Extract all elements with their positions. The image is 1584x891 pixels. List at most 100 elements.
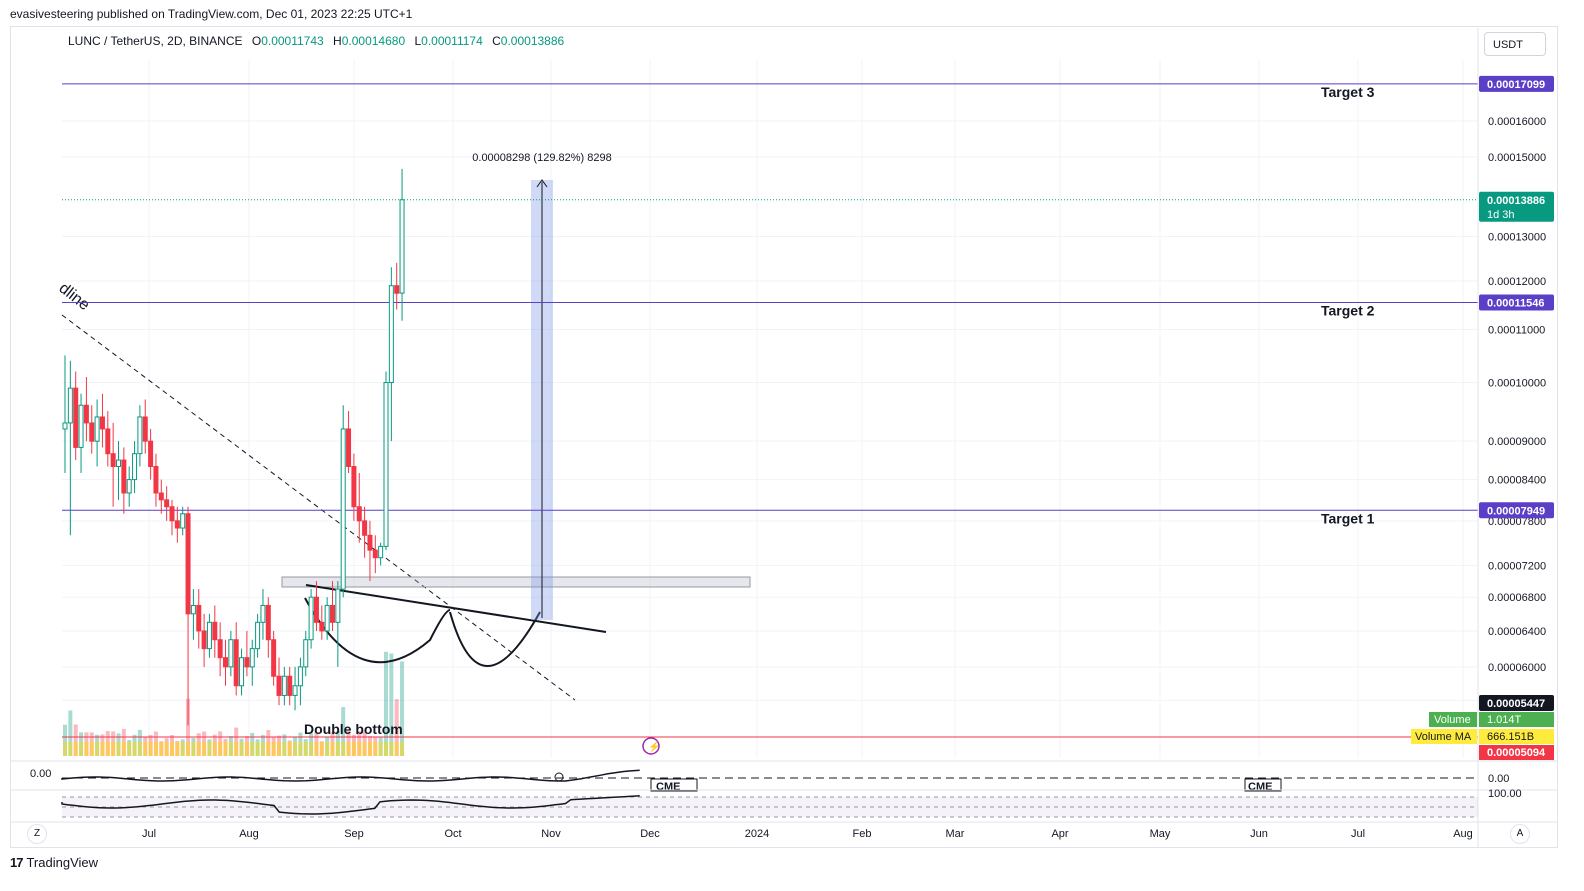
candle-body — [394, 285, 400, 294]
volume-bar — [68, 710, 73, 756]
volume-ma-fill — [400, 742, 405, 756]
last-price-tag — [1479, 191, 1554, 222]
candle-body — [89, 422, 95, 442]
volume-ma-fill — [314, 742, 319, 756]
currency-button[interactable]: USDT — [1484, 32, 1546, 56]
volume-ma-fill — [180, 742, 185, 756]
volume-ma-fill — [89, 742, 94, 756]
auto-scale-right-button[interactable]: A — [1510, 824, 1530, 844]
time-tick-label: Aug — [1453, 828, 1473, 840]
volume-ma-fill — [105, 742, 110, 756]
volume-ma-value-text: 666.151B — [1487, 731, 1534, 743]
candle-body — [228, 639, 234, 668]
lightning-icon — [642, 737, 660, 755]
candle-body — [196, 604, 202, 632]
price-tick-label: 0.00007800 — [1488, 516, 1546, 528]
last-price-text: 0.00013886 — [1487, 195, 1545, 207]
volume-ma-fill — [325, 742, 330, 756]
candle-body — [158, 492, 164, 501]
volume-ma-fill — [132, 742, 137, 756]
volume-ma-fill — [271, 742, 276, 756]
target-label: Target 2 — [1321, 303, 1375, 319]
volume-ma-fill — [378, 742, 383, 756]
cme-label-1: CME — [656, 781, 680, 793]
candle-body — [94, 416, 100, 442]
osc2-top-value: 100.00 — [1488, 788, 1522, 800]
volume-value-tag — [1479, 712, 1554, 727]
measure-arrowhead — [536, 179, 548, 188]
ohlc-legend: LUNC / TetherUS, 2D, BINANCE O0.00011743… — [68, 34, 564, 48]
candle-body — [292, 685, 298, 696]
volume-ma-fill — [319, 742, 324, 756]
resistance-zone — [281, 576, 751, 588]
candle-body — [83, 404, 89, 424]
volume-ma-fill — [95, 742, 100, 756]
candle-body — [137, 416, 143, 455]
candle-body — [110, 453, 116, 467]
price-tick-label: 0.00012000 — [1488, 276, 1546, 288]
candle-body — [239, 657, 245, 687]
candles — [62, 168, 405, 726]
time-tick-label: Mar — [946, 828, 965, 840]
trendline — [61, 314, 576, 701]
time-tick-label: Apr — [1051, 828, 1068, 840]
volume-bar — [389, 653, 394, 756]
volume-ma-value-tag — [1479, 729, 1554, 744]
volume-bar — [73, 724, 78, 756]
volume-ma-fill — [266, 742, 271, 756]
price-tick-label: 0.00015000 — [1488, 152, 1546, 164]
volume-bar — [341, 707, 346, 756]
cme-box-1 — [650, 778, 698, 792]
price-tick-label: 0.00009000 — [1488, 436, 1546, 448]
time-tick-label: Jun — [1250, 828, 1268, 840]
candle-body — [356, 506, 362, 522]
symbol-label[interactable]: LUNC / TetherUS, 2D, BINANCE — [68, 34, 243, 48]
candle-body — [201, 630, 207, 650]
candle-body — [180, 513, 186, 529]
candle-body — [132, 453, 138, 481]
volume-ma-fill — [148, 742, 153, 756]
volume-ma-fill — [202, 742, 207, 756]
osc2-line — [61, 795, 640, 815]
target-price-tag — [1479, 294, 1554, 311]
candle-body — [335, 588, 341, 623]
volume-label-tag — [1429, 712, 1477, 727]
volume-ma-fill — [234, 742, 239, 756]
target-price-text: 0.00007949 — [1487, 505, 1545, 517]
candle-body — [233, 639, 239, 687]
auto-scale-left-button[interactable]: Z — [27, 824, 47, 844]
time-axis[interactable]: Jul Aug Sep Oct Nov Dec 2024 Feb Mar Apr May Jun Jul… — [11, 821, 1557, 840]
candle-body — [308, 596, 314, 641]
target-price-tag — [1479, 75, 1554, 92]
price-tick-label: 0.00008400 — [1488, 475, 1546, 487]
price-axis[interactable]: 0.00016000 0.00015000 0.00013000 0.00012000… — [1411, 28, 1554, 848]
candle-body — [244, 657, 250, 668]
candle-body — [73, 387, 79, 448]
candle-body — [116, 459, 121, 467]
candle-body — [249, 648, 255, 668]
candle-body — [217, 639, 223, 659]
candle-body — [78, 404, 84, 448]
low-label: L — [414, 34, 422, 48]
footer-brand[interactable]: 17 TradingView — [10, 855, 98, 870]
target-price-text: 0.00017099 — [1487, 79, 1545, 91]
volume-ma-fill — [346, 742, 351, 756]
osc1-line — [61, 769, 640, 782]
volume-ma-fill — [303, 742, 308, 756]
time-tick-label: Dec — [640, 828, 660, 840]
high-value: 0.00014680 — [341, 34, 406, 48]
candle-body — [121, 459, 127, 494]
candle-body — [319, 621, 325, 632]
target-label: Target 3 — [1321, 84, 1375, 100]
candle-body — [340, 428, 346, 590]
volume-bar — [394, 699, 399, 756]
volume-bar — [400, 661, 405, 756]
volume-ma-fill — [277, 742, 281, 756]
volume-ma-fill — [137, 742, 142, 756]
chart-frame — [10, 26, 1558, 848]
volume-ma-fill — [351, 742, 356, 756]
double-bottom-curve-1 — [304, 597, 451, 664]
candle-body — [281, 675, 287, 696]
volume-bar — [63, 724, 67, 756]
